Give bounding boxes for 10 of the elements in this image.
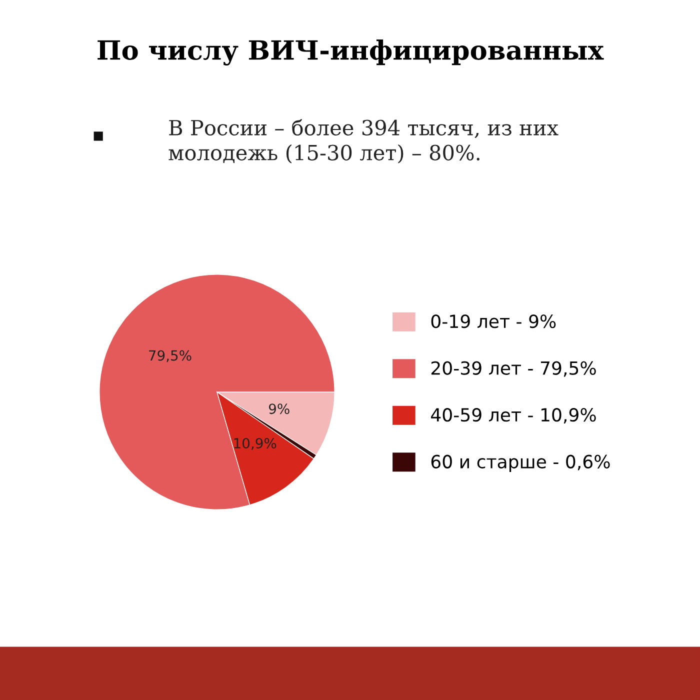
data-label: 79,5% xyxy=(149,350,192,362)
chart-subtitle: В России – более 394 тысяч, из них молодежь (15-30 лет) – 80%. xyxy=(168,119,558,164)
pie-slice xyxy=(99,274,335,510)
legend-label: 20-39 лет - 79,5% xyxy=(431,361,596,377)
legend-label: 60 и старше - 0,6% xyxy=(431,454,610,472)
data-label: 9% xyxy=(268,404,290,414)
chart-title: По числу ВИЧ-инфицированных xyxy=(98,40,604,66)
legend-label: 40-59 лет - 10,9% xyxy=(431,408,596,424)
data-label: 10,9% xyxy=(234,438,276,450)
legend-label: 0-19 лет - 9% xyxy=(431,314,556,328)
